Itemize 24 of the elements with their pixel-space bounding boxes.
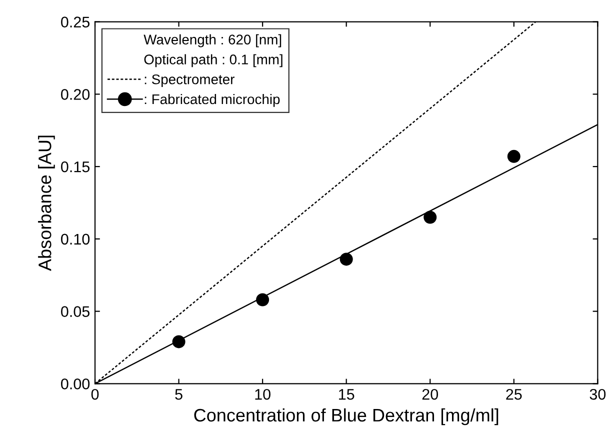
- x-tick-label: 20: [422, 388, 438, 400]
- y-tick-label: 0.25: [61, 16, 90, 28]
- annotation: Wavelength : 620 [nm]: [144, 34, 282, 48]
- y-tick-label: 0.10: [61, 234, 90, 245]
- point: [172, 335, 186, 348]
- legend-label: : Spectrometer: [144, 74, 234, 88]
- annotation: Optical path : 0.1 [mm]: [144, 54, 282, 68]
- x-tick-label: 5: [175, 389, 182, 400]
- x-tick-label: 10: [255, 388, 270, 400]
- y-tick-label: 0.20: [61, 89, 90, 100]
- legend-label: : Fabricated microchip: [144, 94, 280, 107]
- point: [340, 252, 353, 266]
- point: [256, 293, 270, 306]
- x-axis-title: Concentration of Blue Dextran [mg/ml]: [194, 408, 498, 426]
- y-axis-title: Absorbance [AU]: [38, 136, 55, 271]
- point: [424, 210, 437, 224]
- x-tick-label: 0: [91, 388, 99, 400]
- point: [507, 150, 520, 163]
- y-tick-label: 0.15: [61, 161, 90, 172]
- x-tick-label: 25: [506, 388, 522, 400]
- x-tick-label: 15: [339, 389, 354, 400]
- y-tick-label: 0.00: [61, 378, 90, 390]
- x-tick-label: 30: [590, 388, 606, 400]
- y-tick-label: 0.05: [61, 306, 90, 317]
